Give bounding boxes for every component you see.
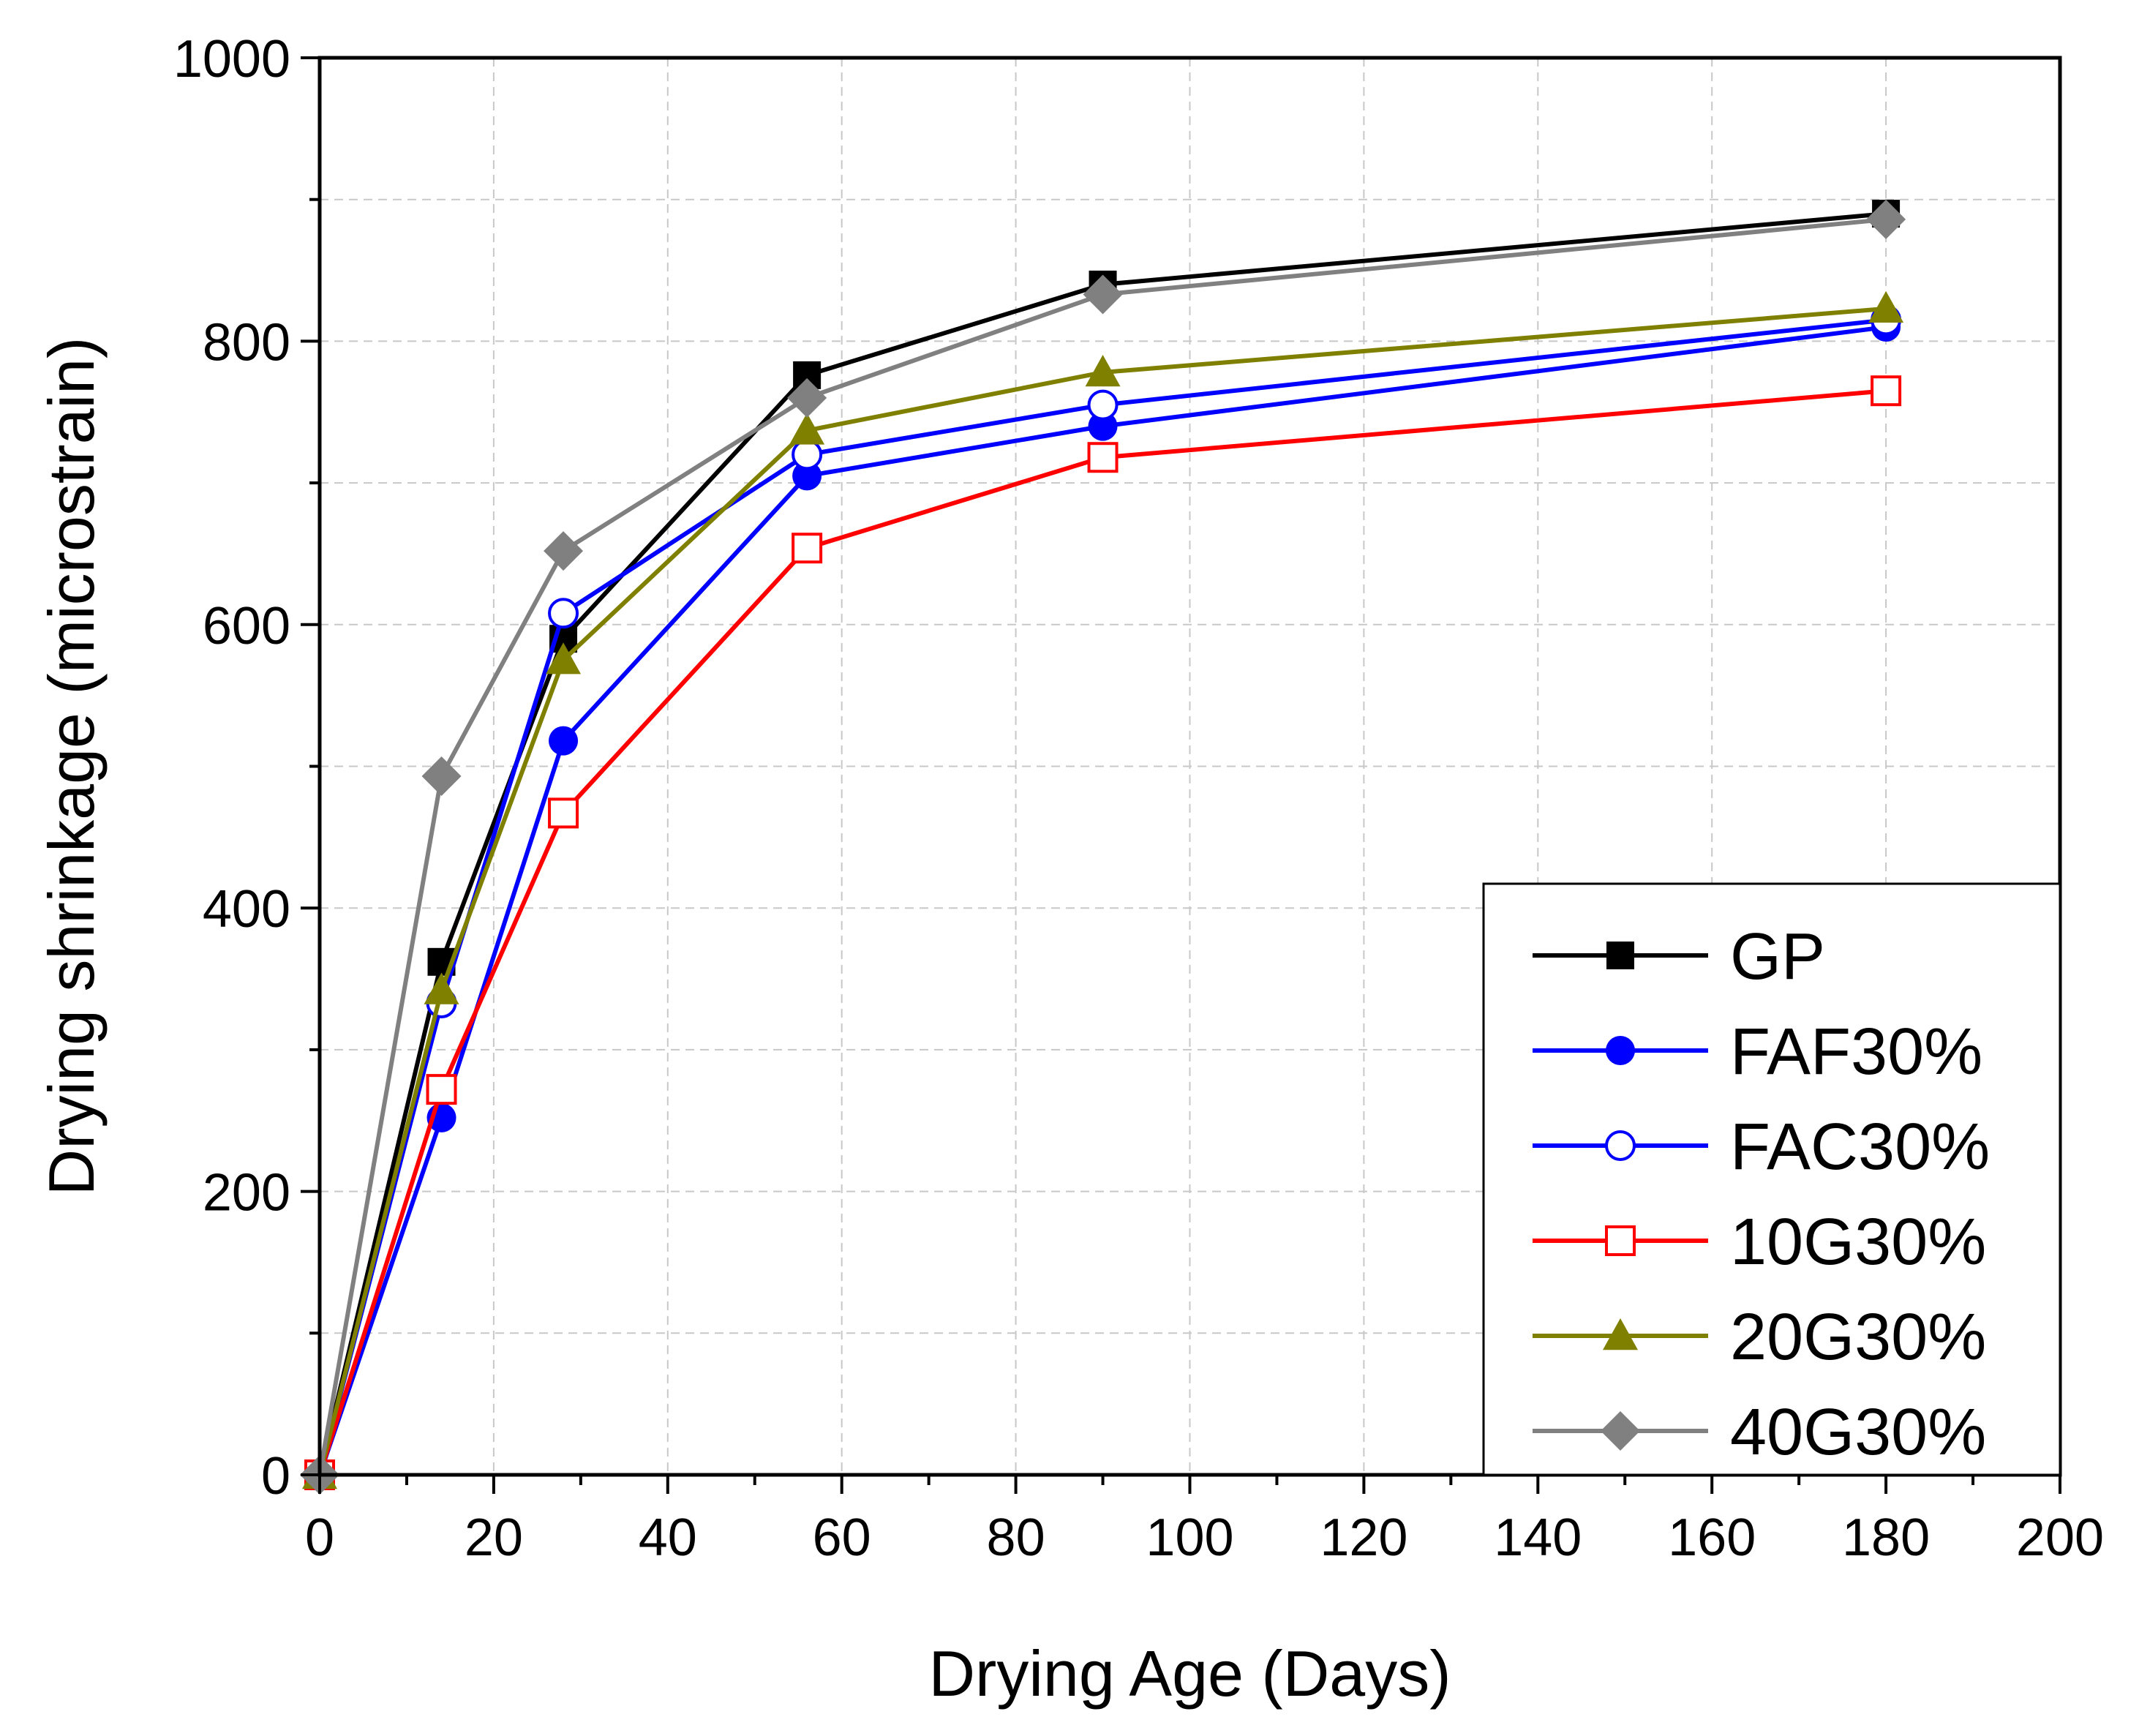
legend-label: FAC30%	[1730, 1111, 1990, 1184]
legend-item: FAC30%	[1533, 1111, 1990, 1184]
legend-item: 20G30%	[1533, 1301, 1986, 1374]
y-tick-label: 600	[203, 597, 290, 655]
legend-box	[1482, 882, 2061, 1476]
x-tick-label: 200	[2016, 1508, 2104, 1567]
data-point	[792, 461, 822, 491]
legend-marker	[1606, 942, 1634, 969]
x-tick-label: 40	[639, 1508, 697, 1567]
data-point	[548, 598, 579, 629]
series-line	[317, 211, 1887, 1476]
data-point	[1087, 442, 1119, 473]
x-tick-label: 140	[1494, 1508, 1582, 1567]
data-point	[1871, 375, 1902, 407]
x-tick-label: 120	[1320, 1508, 1407, 1567]
data-point	[549, 726, 579, 756]
x-tick-label: 80	[987, 1508, 1045, 1567]
legend-label: 20G30%	[1730, 1301, 1986, 1374]
data-point	[792, 439, 823, 470]
series-line	[317, 388, 1887, 1476]
series-line	[317, 325, 1887, 1476]
data-point	[1088, 411, 1118, 441]
data-point	[546, 642, 582, 675]
x-axis-title: Drying Age (Days)	[928, 1637, 1451, 1710]
data-point	[426, 1074, 457, 1105]
x-tick-label: 0	[305, 1508, 334, 1567]
series-layer	[300, 199, 1906, 1495]
data-point	[421, 756, 462, 797]
data-point	[1083, 274, 1123, 315]
data-point	[787, 377, 827, 418]
y-tick-label: 0	[261, 1447, 290, 1506]
series-line	[317, 217, 1887, 1476]
legend-item: 40G30%	[1533, 1396, 1986, 1469]
legend-label: FAF30%	[1730, 1015, 1982, 1089]
legend-item: 10G30%	[1533, 1206, 1986, 1279]
legend-item: GP	[1533, 920, 1825, 993]
legend-marker	[1605, 1225, 1636, 1256]
x-tick-label: 20	[465, 1508, 523, 1567]
legend-label: 40G30%	[1730, 1396, 1986, 1469]
legend-item: FAF30%	[1533, 1015, 1982, 1089]
legend-marker	[1601, 1411, 1640, 1451]
data-point	[1085, 355, 1121, 387]
x-tick-label: 100	[1146, 1508, 1233, 1567]
y-tick-label: 1000	[173, 30, 290, 89]
y-tick-label: 400	[203, 880, 290, 939]
series-line	[317, 306, 1887, 1476]
y-tick-label: 800	[203, 313, 290, 372]
x-tick-label: 180	[1842, 1508, 1930, 1567]
axis-tick-labels: 0 20 40 60 80 100 120 140 160 180 200 0 200 400 600 800…	[173, 30, 2104, 1567]
y-axis-title: Drying shrinkage (microstrain)	[35, 337, 108, 1196]
data-point	[1087, 389, 1119, 421]
legend-label: 10G30%	[1730, 1206, 1986, 1279]
series-line	[317, 317, 1887, 1476]
data-point	[792, 533, 823, 564]
legend-marker	[1606, 1036, 1635, 1065]
data-point	[1866, 199, 1906, 239]
legend-marker	[1603, 1318, 1638, 1350]
x-tick-label: 60	[813, 1508, 871, 1567]
data-point	[548, 797, 579, 829]
legend-marker	[1605, 1130, 1636, 1161]
data-point	[789, 413, 825, 445]
y-tick-label: 200	[203, 1164, 290, 1222]
series-10G30%	[304, 375, 1902, 1490]
data-point	[1868, 290, 1904, 323]
legend-label: GP	[1730, 920, 1825, 993]
data-point	[544, 531, 584, 571]
data-point	[424, 972, 459, 1004]
legend: GP FAF30% FAC30% 10G30% 20G30% 40G30%	[1482, 882, 2061, 1476]
axis-ticks	[301, 56, 2061, 1494]
x-tick-label: 160	[1668, 1508, 1756, 1567]
